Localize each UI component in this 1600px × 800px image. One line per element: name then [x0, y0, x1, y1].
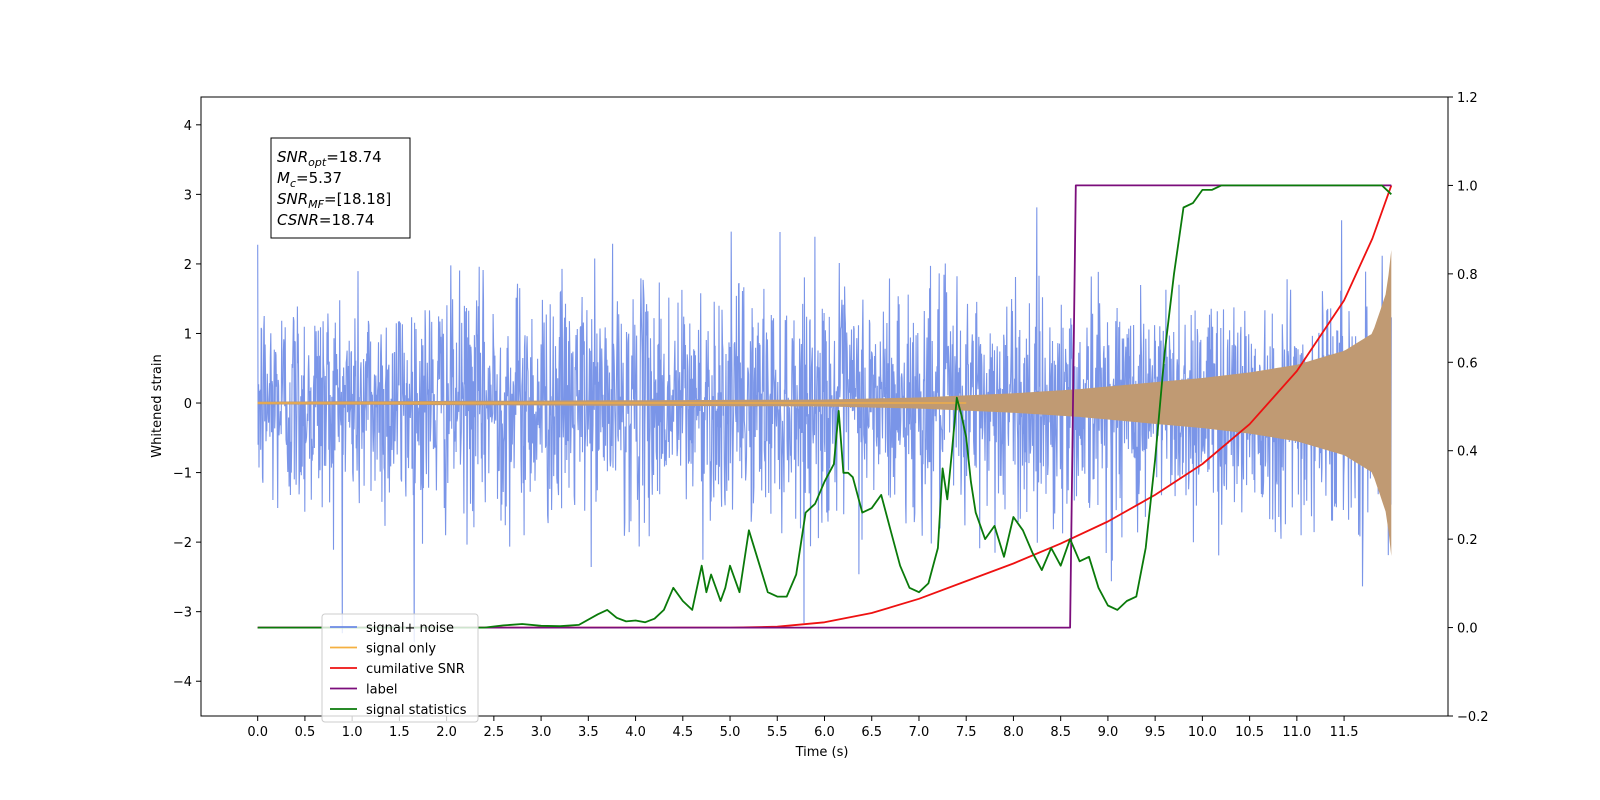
- legend-frame: [321, 613, 479, 723]
- x-tick-label: 5.0: [720, 725, 741, 740]
- x-axis-ticks: 0.0 0.5 1.0 1.5 2.0 2.5 3.0 3.5 4.0 4.5 5.0 5.5 6.0 6…: [247, 716, 1359, 740]
- legend-label: signal+ noise: [366, 621, 454, 636]
- x-tick-label: 4.5: [672, 725, 693, 740]
- x-tick-label: 1.0: [342, 725, 363, 740]
- plot-area: [257, 184, 1393, 643]
- x-tick-label: 2.0: [436, 725, 457, 740]
- legend-label: label: [366, 683, 397, 698]
- x-tick-label: 2.5: [484, 725, 505, 740]
- right-y-tick-label: −0.2: [1457, 710, 1489, 725]
- legend-label: signal only: [366, 642, 436, 657]
- annotation-line: SNRopt=18.74: [277, 148, 382, 169]
- series-line-signal-statistics: [257, 184, 1392, 629]
- x-tick-label: 0.0: [247, 725, 268, 740]
- x-tick-label: 3.5: [578, 725, 599, 740]
- signal-only-trace: [257, 250, 1392, 556]
- legend: signal+ noise signal only cumilative SNR la…: [321, 613, 479, 723]
- x-tick-label: 10.5: [1235, 725, 1264, 740]
- annotation-line: Mc=5.37: [277, 169, 342, 190]
- legend-label: cumilative SNR: [366, 662, 465, 677]
- stats-annotation-box: SNRopt=18.74Mc=5.37SNRMF=[18.18]CSNR=18.…: [270, 137, 411, 239]
- right-y-tick-label: 1.2: [1457, 91, 1478, 106]
- left-y-tick-label: 4: [184, 119, 192, 134]
- x-tick-label: 10.0: [1188, 725, 1217, 740]
- x-tick-label: 7.5: [956, 725, 977, 740]
- x-tick-label: 6.0: [814, 725, 835, 740]
- left-y-axis-ticks: −4 −3 −2 −1 0 1 2 3 4: [173, 119, 201, 690]
- legend-label: signal statistics: [366, 703, 467, 718]
- series-line-cumilative-snr: [257, 185, 1393, 629]
- left-y-axis-label: Whitened strain: [150, 354, 165, 457]
- x-tick-label: 8.5: [1050, 725, 1071, 740]
- x-tick-label: 11.0: [1282, 725, 1311, 740]
- x-tick-label: 9.5: [1145, 725, 1166, 740]
- left-y-tick-label: −3: [173, 606, 192, 621]
- x-tick-label: 11.5: [1330, 725, 1359, 740]
- x-tick-label: 4.0: [625, 725, 646, 740]
- x-tick-label: 5.5: [767, 725, 788, 740]
- right-y-tick-label: 0.6: [1457, 356, 1478, 371]
- x-tick-label: 8.0: [1003, 725, 1024, 740]
- right-axis-series: [257, 184, 1393, 629]
- annotation-box-frame: [270, 137, 411, 239]
- left-y-tick-label: 0: [184, 397, 192, 412]
- x-tick-label: 1.5: [389, 725, 410, 740]
- right-y-axis-ticks: −0.2 0.0 0.2 0.4 0.6 0.8 1.0 1.2: [1448, 91, 1489, 725]
- x-tick-label: 0.5: [295, 725, 316, 740]
- left-y-tick-label: −1: [173, 467, 192, 482]
- left-y-tick-label: 1: [184, 327, 192, 342]
- right-y-tick-label: 0.2: [1457, 533, 1478, 548]
- annotation-line: SNRMF=[18.18]: [277, 190, 391, 211]
- right-y-tick-label: 0.4: [1457, 445, 1478, 460]
- right-y-tick-label: 1.0: [1457, 179, 1478, 194]
- annotation-line: CSNR=18.74: [277, 211, 374, 229]
- right-y-tick-label: 0.0: [1457, 622, 1478, 637]
- left-y-tick-label: −2: [173, 536, 192, 551]
- x-tick-label: 3.0: [531, 725, 552, 740]
- x-tick-label: 9.0: [1098, 725, 1119, 740]
- right-y-tick-label: 0.8: [1457, 268, 1478, 283]
- left-y-tick-label: −4: [173, 675, 192, 690]
- left-y-tick-label: 3: [184, 188, 192, 203]
- left-y-tick-label: 2: [184, 258, 192, 273]
- x-tick-label: 7.0: [909, 725, 930, 740]
- x-tick-label: 6.5: [861, 725, 882, 740]
- x-axis-label: Time (s): [795, 745, 849, 760]
